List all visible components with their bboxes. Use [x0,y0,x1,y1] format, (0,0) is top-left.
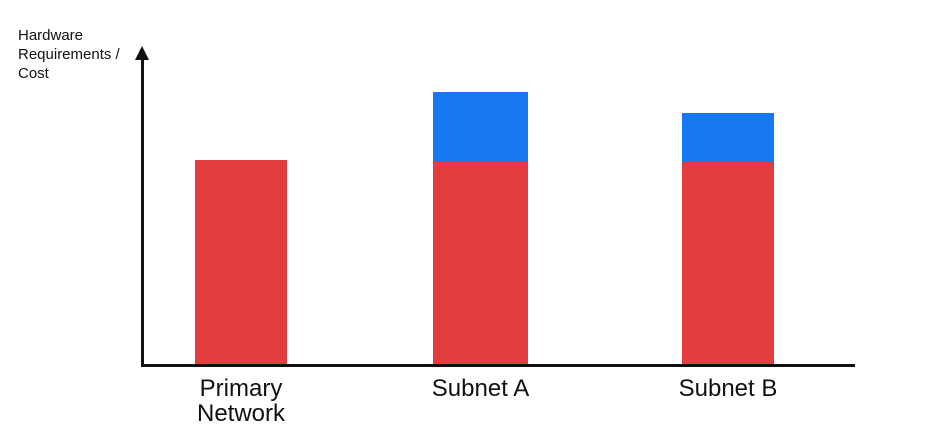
bar-primary-network-red-segment [195,160,287,364]
bar-subnet-a-blue-segment [433,92,528,162]
bar-subnet-b-red-segment [682,162,774,364]
y-axis-line [141,56,144,366]
bar-subnet-a-red-segment [433,162,528,364]
x-axis-line [141,364,855,367]
x-label-primary-network: Primary Network [196,375,286,427]
x-label-subnet-b: Subnet B [678,375,778,402]
x-label-subnet-a: Subnet A [431,375,530,402]
y-axis-arrow-icon [135,46,149,60]
bar-subnet-b-blue-segment [682,113,774,162]
y-axis-label: Hardware Requirements / Cost [18,27,120,82]
